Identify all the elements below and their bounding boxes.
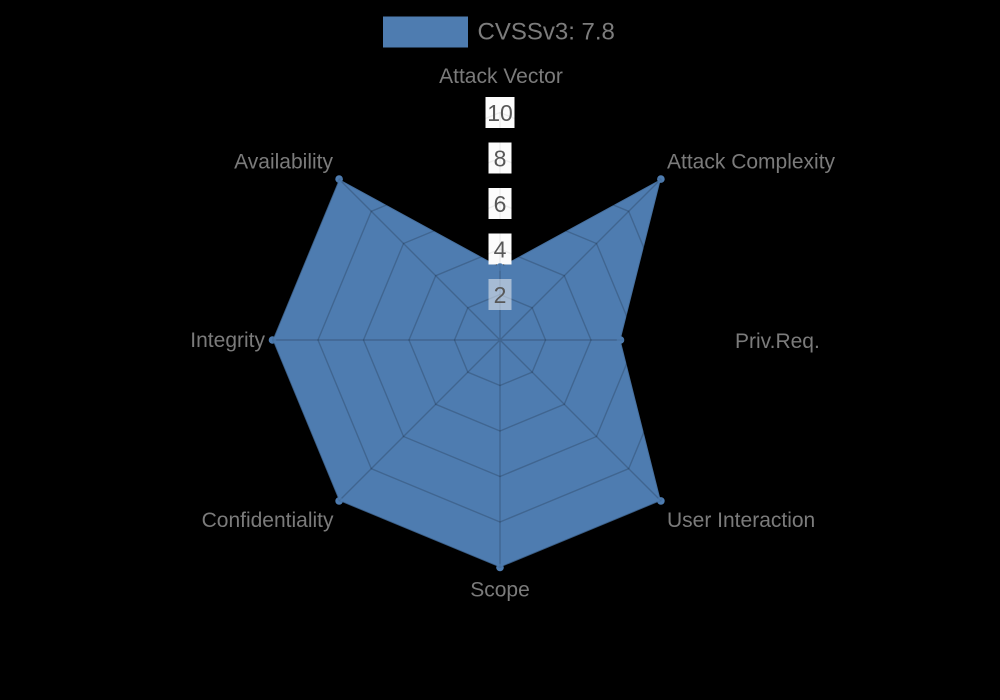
svg-text:Attack Vector: Attack Vector [439, 65, 563, 88]
svg-text:User Interaction: User Interaction [667, 509, 815, 532]
svg-text:CVSSv3: 7.8: CVSSv3: 7.8 [478, 19, 615, 46]
svg-text:6: 6 [494, 191, 507, 217]
svg-text:Availability: Availability [234, 151, 333, 174]
svg-text:Attack Complexity: Attack Complexity [667, 151, 836, 174]
svg-text:Confidentiality: Confidentiality [202, 509, 334, 532]
svg-text:8: 8 [494, 145, 507, 171]
svg-text:2: 2 [494, 282, 507, 308]
svg-text:Integrity: Integrity [190, 329, 265, 352]
svg-text:4: 4 [494, 236, 507, 262]
svg-text:Priv.Req.: Priv.Req. [735, 330, 820, 353]
svg-text:10: 10 [487, 100, 513, 126]
svg-text:Scope: Scope [470, 579, 530, 602]
